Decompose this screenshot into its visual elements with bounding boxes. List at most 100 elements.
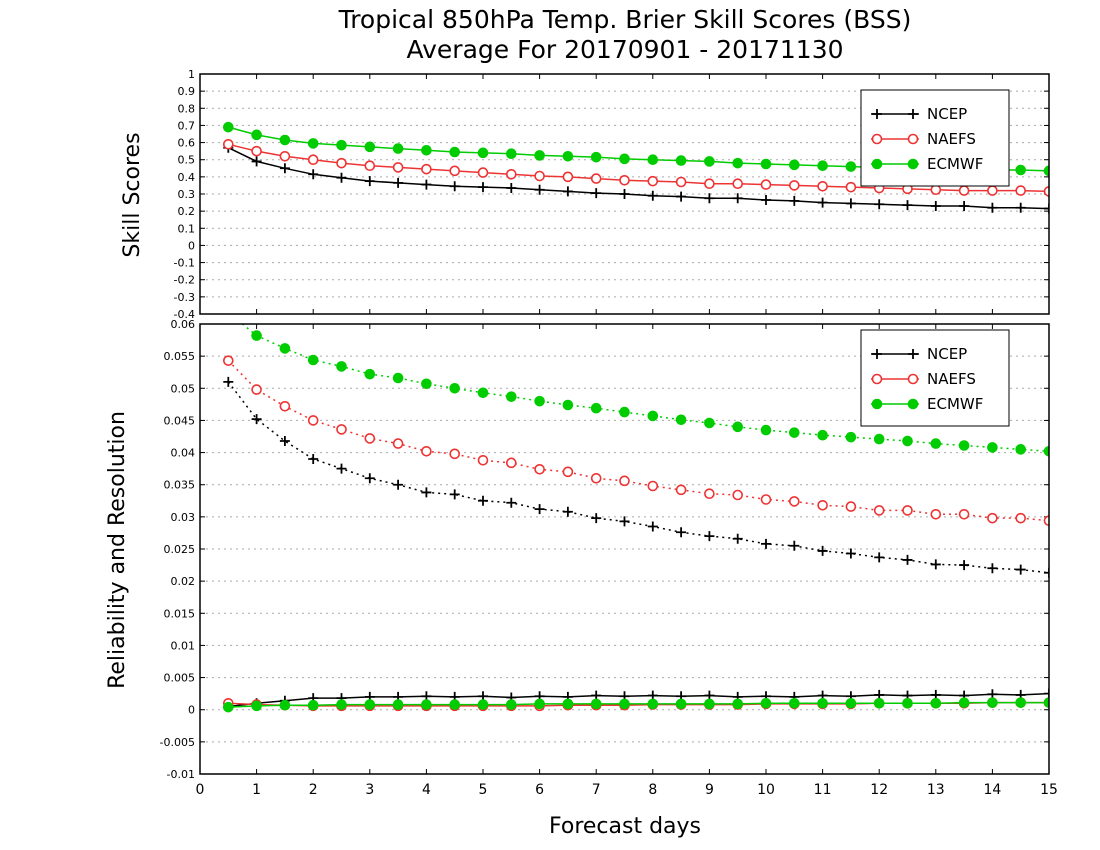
top-point-ecmwf <box>789 159 800 171</box>
bottom-y-tick-label: 0.04 <box>171 447 196 460</box>
top-point-ecmwf <box>251 129 262 141</box>
top-point-ecmwf <box>732 157 744 169</box>
bottom-point-ncep-resolution <box>874 552 885 563</box>
bottom-point-ecmwf-resolution <box>562 399 574 411</box>
bottom-legend-marker-ecmwf <box>907 398 919 410</box>
bottom-point-ecmwf-resolution <box>307 354 319 366</box>
bottom-point-ecmwf-reliability <box>223 701 234 713</box>
x-tick-label: 9 <box>705 782 714 798</box>
top-point-ncep <box>987 202 998 213</box>
bottom-point-naefs-resolution <box>1043 515 1049 527</box>
top-point-ncep <box>704 193 715 204</box>
bottom-point-ecmwf-reliability <box>760 697 772 709</box>
top-point-ncep <box>732 193 743 204</box>
top-point-ecmwf <box>1015 164 1027 176</box>
top-point-naefs <box>336 157 347 169</box>
top-point-ncep <box>279 163 290 174</box>
top-y-tick-label: -0.2 <box>174 274 195 287</box>
top-point-ecmwf <box>449 146 461 158</box>
top-point-ecmwf <box>421 144 432 156</box>
x-tick-label: 2 <box>309 782 318 798</box>
top-point-naefs <box>647 175 659 187</box>
top-point-ncep <box>874 199 885 210</box>
top-point-ecmwf <box>704 156 715 167</box>
top-y-tick-label: 0.6 <box>178 137 196 150</box>
bottom-point-naefs-resolution <box>760 494 772 505</box>
bottom-point-ecmwf-reliability <box>336 699 347 710</box>
top-point-naefs <box>760 179 772 190</box>
bottom-point-ncep-resolution <box>421 487 432 498</box>
bottom-point-ncep-resolution <box>930 559 941 570</box>
top-legend-label-naefs: NAEFS <box>927 130 976 148</box>
bottom-point-ncep-resolution <box>619 516 630 527</box>
top-point-ecmwf <box>534 150 545 161</box>
top-point-ncep <box>619 189 630 199</box>
bottom-point-ncep-resolution <box>845 548 856 559</box>
bottom-point-ncep-resolution <box>902 554 913 565</box>
top-point-naefs <box>845 181 857 193</box>
top-point-ncep <box>1015 202 1026 213</box>
top-point-ncep <box>591 188 602 199</box>
bottom-point-naefs-resolution <box>534 463 545 475</box>
top-point-ncep <box>845 198 856 209</box>
top-point-ncep <box>506 183 517 193</box>
top-y-tick-label: 0.2 <box>178 205 196 218</box>
bottom-y-tick-label: 0.03 <box>171 511 196 524</box>
top-point-ncep <box>817 197 828 208</box>
bottom-y-tick-label: 0.06 <box>171 318 196 331</box>
top-legend-marker-naefs <box>907 133 919 145</box>
top-point-ecmwf <box>336 139 347 151</box>
top-point-naefs <box>704 178 715 190</box>
bottom-plot-frame <box>199 323 1050 775</box>
bottom-point-ecmwf-resolution <box>789 427 800 438</box>
bottom-point-naefs-resolution <box>251 384 262 395</box>
top-point-naefs <box>817 180 828 192</box>
bottom-point-naefs-resolution <box>817 499 828 511</box>
bottom-point-naefs-resolution <box>675 484 687 496</box>
bottom-series-group <box>223 324 1049 713</box>
top-point-naefs <box>1015 185 1027 196</box>
top-y-tick-label: -0.3 <box>174 291 195 304</box>
bottom-point-naefs-resolution <box>845 501 857 512</box>
bottom-point-ecmwf-resolution <box>930 438 942 449</box>
chart-title-line1: Tropical 850hPa Temp. Brier Skill Scores… <box>338 5 912 34</box>
bottom-point-ecmwf-reliability <box>789 697 800 709</box>
bottom-panel: -0.01 -0.005 0 0.005 0.01 0.015 0.02 0.025 0.03 0… <box>160 318 1058 798</box>
x-tick-label: 10 <box>757 782 775 798</box>
x-tick-label: 3 <box>365 782 374 798</box>
bottom-point-naefs-resolution <box>477 454 489 466</box>
bottom-legend-marker-naefs <box>871 373 883 385</box>
x-tick-label: 14 <box>983 782 1001 798</box>
bottom-point-ecmwf-reliability <box>647 698 659 710</box>
top-y-tick-label: 0.5 <box>178 154 196 167</box>
bottom-point-ecmwf-resolution <box>704 417 715 429</box>
bottom-point-ecmwf-reliability <box>675 698 687 710</box>
x-tick-label: 15 <box>1040 782 1058 798</box>
bottom-point-ecmwf-reliability <box>930 697 942 709</box>
bottom-y-tick-label: 0.035 <box>164 479 196 492</box>
bottom-point-ncep-resolution <box>1044 567 1049 578</box>
top-point-ecmwf <box>590 151 602 163</box>
bottom-point-ecmwf-reliability <box>902 697 913 709</box>
bottom-legend-label-ncep: NCEP <box>927 345 967 363</box>
bottom-point-naefs-resolution <box>704 488 715 500</box>
top-y-tick-label: 0 <box>188 239 195 252</box>
top-point-ncep <box>534 184 545 195</box>
top-y-tick-label: 1 <box>188 68 195 81</box>
bottom-point-ncep-resolution <box>534 504 545 515</box>
bottom-point-ecmwf-reliability <box>987 697 998 708</box>
top-y-tick-label: 0.7 <box>178 119 196 132</box>
top-legend-marker-ncep <box>908 109 918 119</box>
bottom-point-ecmwf-reliability <box>392 699 404 710</box>
bottom-point-naefs-resolution <box>590 472 602 484</box>
bottom-point-ecmwf-reliability <box>506 699 517 710</box>
top-legend-marker-ncep <box>872 109 882 119</box>
top-point-ncep <box>789 195 800 206</box>
bottom-point-ecmwf-resolution <box>477 387 489 399</box>
top-point-naefs <box>1043 186 1049 197</box>
bottom-point-ncep-resolution <box>308 454 319 464</box>
bottom-point-naefs-resolution <box>987 512 998 524</box>
bottom-point-naefs-resolution <box>930 508 942 520</box>
top-y-tick-label: 0.4 <box>178 171 196 184</box>
bottom-point-naefs-resolution <box>1015 512 1027 524</box>
